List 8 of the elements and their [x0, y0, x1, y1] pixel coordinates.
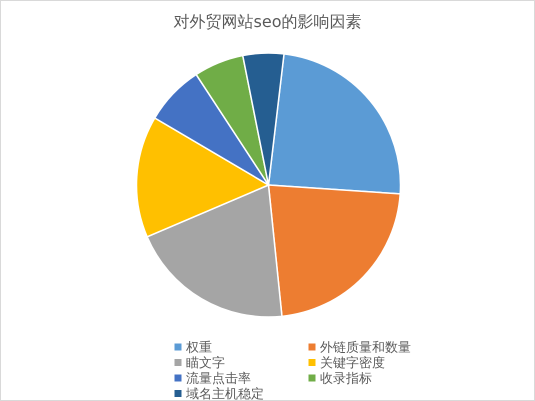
chart-title: 对外贸网站seo的影响因素: [174, 12, 362, 31]
legend-label: 外链质量和数量: [320, 340, 411, 356]
legend-label: 收录指标: [320, 372, 372, 386]
legend-label: 权重: [185, 340, 212, 356]
legend-label: 瞄文字: [186, 355, 225, 371]
legend-label: 域名主机稳定: [185, 386, 264, 401]
legend-label: 关键字密度: [320, 355, 385, 371]
legend-label: 流量点击率: [186, 370, 251, 386]
